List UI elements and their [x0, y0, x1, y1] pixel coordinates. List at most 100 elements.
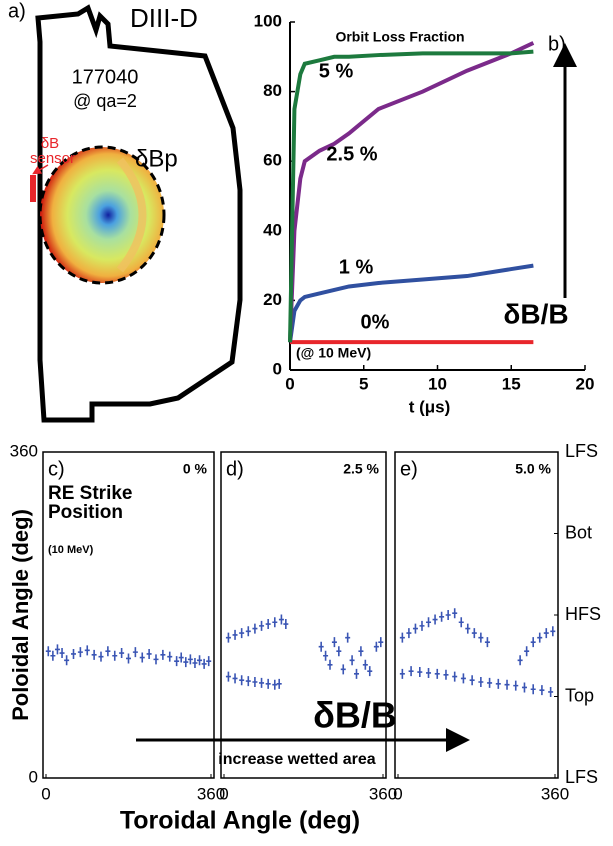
point	[524, 646, 530, 657]
point	[187, 654, 193, 665]
annotation: (@ 10 MeV)	[296, 345, 371, 361]
point	[91, 649, 97, 660]
panel-frame	[42, 451, 215, 779]
y-tick-label: 0	[29, 767, 38, 786]
series-label: 2.5 %	[326, 143, 377, 165]
point	[543, 628, 549, 639]
point	[239, 675, 245, 686]
point	[174, 656, 180, 667]
point	[378, 637, 384, 648]
point	[469, 675, 475, 686]
panel-label: c)	[48, 458, 65, 480]
point	[445, 610, 451, 620]
point	[167, 651, 173, 662]
panel-title: 2.5 %	[343, 461, 379, 477]
line	[288, 49, 534, 343]
y2-tick-label: LFS	[565, 441, 598, 461]
panel-label: a)	[8, 0, 26, 22]
panel-frame	[394, 451, 559, 779]
point	[495, 678, 501, 689]
arrow-label: increase wetted area	[218, 751, 376, 768]
x-tick-label: 0	[393, 784, 402, 803]
point	[192, 657, 198, 668]
point	[434, 668, 440, 679]
point	[327, 659, 333, 670]
point	[406, 628, 412, 639]
point	[206, 656, 212, 667]
panel-label: e)	[400, 458, 418, 480]
y-tick-label: 0	[273, 359, 282, 378]
point	[105, 646, 111, 657]
point	[484, 637, 490, 648]
point	[225, 632, 231, 643]
point	[139, 652, 145, 663]
point	[252, 677, 258, 688]
point	[278, 614, 284, 625]
y2-tick-label: Bot	[565, 522, 592, 542]
panel-title: 5.0 %	[515, 461, 551, 477]
x-axis-label: Toroidal Angle (deg)	[120, 807, 360, 835]
chart-title: Orbit Loss Fraction	[335, 29, 464, 45]
x-tick-label: 0	[41, 784, 50, 803]
panel-label: d)	[226, 458, 244, 480]
line	[288, 263, 534, 343]
point	[59, 648, 65, 659]
point	[504, 679, 510, 690]
point	[259, 620, 265, 631]
point	[408, 666, 414, 677]
point	[465, 623, 471, 634]
point	[318, 641, 324, 652]
point	[132, 647, 138, 658]
annotation: δB/B	[313, 695, 397, 736]
point	[252, 623, 258, 634]
point	[265, 678, 271, 689]
x-tick-label: 0	[285, 374, 294, 393]
y-tick-label: 60	[263, 151, 282, 170]
point	[487, 677, 493, 688]
point	[178, 652, 184, 663]
point	[452, 671, 458, 682]
point	[354, 668, 359, 679]
y-tick-label: 80	[263, 81, 282, 100]
point	[197, 655, 203, 666]
y-axis-label: Poloidal Angle (deg)	[8, 509, 33, 721]
sub-annotation: (10 MeV)	[48, 544, 94, 556]
point	[245, 676, 251, 687]
panel-frame	[220, 451, 387, 779]
x-tick-label: 0	[219, 784, 228, 803]
y-tick-label: 20	[263, 290, 282, 309]
point	[336, 646, 342, 657]
point	[183, 657, 189, 668]
point	[340, 664, 346, 675]
point	[417, 667, 423, 678]
sensor	[30, 175, 36, 202]
point	[160, 649, 166, 660]
x-tick-label: 15	[502, 374, 521, 393]
point	[50, 650, 56, 661]
point	[521, 682, 527, 693]
y-tick-label: 100	[254, 11, 282, 30]
point	[460, 673, 466, 684]
point	[399, 632, 405, 643]
point	[471, 628, 477, 639]
point	[201, 658, 207, 669]
point	[146, 648, 152, 659]
point	[77, 647, 83, 658]
point	[331, 637, 337, 648]
point	[530, 684, 536, 695]
point	[225, 671, 231, 682]
point	[272, 617, 278, 628]
point	[64, 655, 70, 666]
point	[513, 680, 519, 691]
field-label: δBp	[135, 145, 178, 172]
point	[373, 641, 379, 652]
y-tick-label: 360	[10, 441, 38, 460]
point	[452, 608, 458, 619]
point	[367, 666, 373, 677]
point	[119, 648, 125, 659]
x-tick-label: 360	[541, 784, 569, 803]
point	[349, 655, 355, 666]
point	[537, 632, 543, 643]
